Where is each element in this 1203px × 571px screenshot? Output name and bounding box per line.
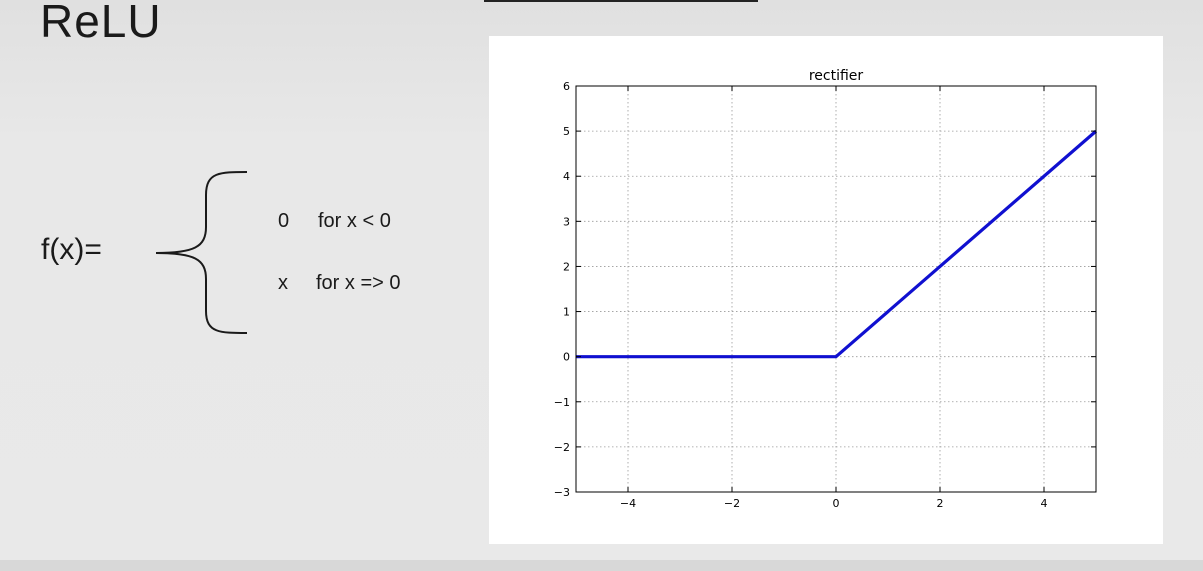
curly-brace [155, 171, 248, 334]
case-value: 0 [278, 210, 290, 232]
x-tick-label: 2 [937, 497, 944, 510]
chart-panel: −4 −2 0 2 4 −3 −2 −1 0 1 2 3 4 5 6 rectifier [489, 36, 1163, 544]
chart-title: rectifier [809, 68, 864, 84]
y-tick-label: 2 [563, 260, 570, 273]
slide-title: ReLU [40, 0, 162, 47]
x-tick-label: 0 [833, 497, 840, 510]
x-tick-label: 4 [1041, 497, 1048, 510]
case-value: x [278, 272, 288, 294]
series-layer [576, 129, 1098, 359]
x-tick-label: −4 [620, 497, 636, 510]
bottom-strip [0, 560, 1203, 571]
y-tick-label: 3 [563, 215, 570, 228]
grid-lines [576, 86, 1096, 492]
relu-series-line [576, 129, 1098, 359]
top-bar [484, 0, 758, 2]
function-label: f(x)= [41, 233, 102, 266]
y-tick-label: 1 [563, 306, 570, 319]
y-tick-label: 6 [563, 80, 570, 93]
y-tick-label: 4 [563, 170, 570, 183]
y-tick-label: 0 [563, 351, 570, 364]
y-tick-label: 5 [563, 125, 570, 138]
x-tick-label: −2 [724, 497, 740, 510]
case-condition: for x < 0 [318, 210, 391, 232]
y-tick-label: −1 [554, 396, 570, 409]
y-tick-label: −3 [554, 486, 570, 499]
axis-ticks: −4 −2 0 2 4 −3 −2 −1 0 1 2 3 4 5 6 [554, 80, 1096, 510]
rectifier-chart: −4 −2 0 2 4 −3 −2 −1 0 1 2 3 4 5 6 rectifier [554, 68, 1098, 510]
case-condition: for x => 0 [316, 272, 401, 294]
y-tick-label: −2 [554, 441, 570, 454]
